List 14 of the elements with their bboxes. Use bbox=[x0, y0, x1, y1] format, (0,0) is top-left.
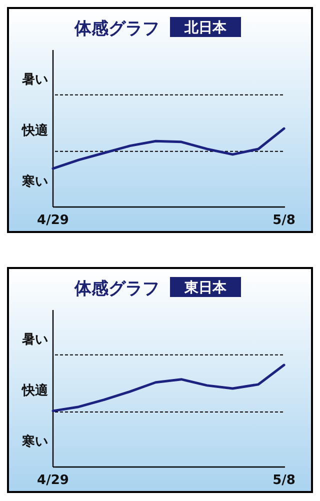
x-tick-label: 4/29 bbox=[37, 213, 69, 228]
x-tick-label: 4/29 bbox=[37, 473, 69, 488]
x-tick-label: 5/8 bbox=[272, 473, 296, 488]
chart-title: 体感グラフ bbox=[74, 19, 160, 39]
text: 寒い bbox=[21, 173, 48, 190]
text: 暑い bbox=[21, 72, 48, 88]
text: 暑い bbox=[21, 332, 48, 348]
x-tick-label: 5/8 bbox=[272, 213, 296, 228]
chart-title: 体感グラフ bbox=[74, 279, 160, 299]
text: 寒い bbox=[21, 433, 48, 450]
chart-subtitle: 北日本 bbox=[184, 20, 228, 36]
text: 快適 bbox=[21, 122, 49, 138]
text: 快適 bbox=[21, 382, 49, 398]
chart-subtitle: 東日本 bbox=[184, 280, 228, 296]
